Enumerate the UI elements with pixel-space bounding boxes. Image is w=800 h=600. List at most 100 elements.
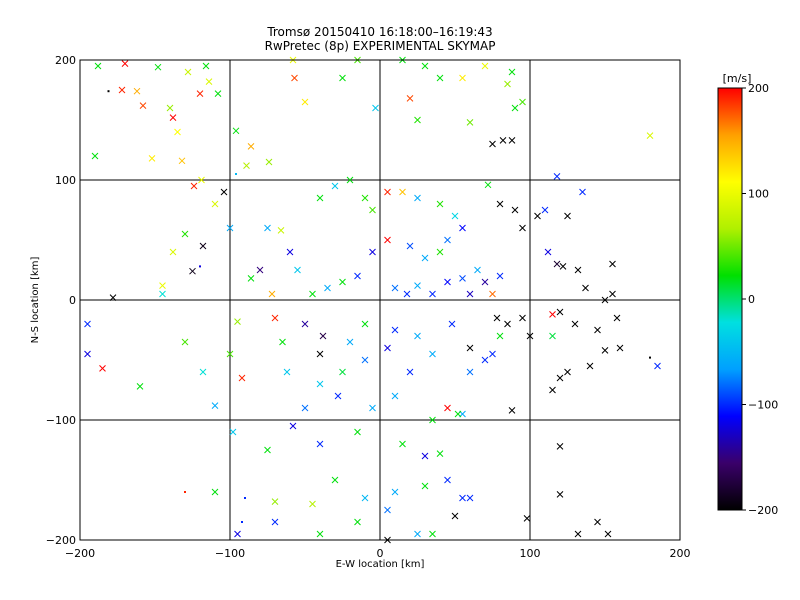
data-point-cross: [166, 104, 174, 112]
data-point-cross: [459, 494, 466, 502]
colorbar-gradient: [717, 87, 743, 511]
data-point-cross: [601, 347, 609, 354]
data-point-cross: [148, 155, 156, 162]
data-point-cross: [283, 368, 291, 376]
data-point-cross: [534, 212, 541, 220]
colorbar-label: [m/s]: [723, 72, 752, 85]
data-point-cross: [174, 128, 181, 136]
data-point-cross: [265, 158, 273, 166]
data-point-cross: [391, 284, 399, 292]
data-point-cross: [334, 392, 342, 400]
data-point-cross: [489, 140, 496, 148]
data-point-cross: [414, 194, 421, 202]
data-point-dot: [235, 173, 237, 175]
data-point-cross: [481, 62, 489, 70]
data-point-cross: [444, 236, 451, 244]
data-point-cross: [211, 488, 219, 496]
data-point-cross: [604, 530, 612, 538]
data-point-cross: [316, 194, 324, 202]
colorbar-tick-label: −200: [748, 504, 778, 517]
data-point-cross: [309, 500, 316, 508]
data-point-dot: [241, 521, 243, 523]
data-point-cross: [391, 392, 399, 400]
data-point-cross: [436, 450, 444, 457]
data-point-cross: [616, 344, 624, 352]
data-point-cross: [184, 68, 192, 76]
data-point-cross: [369, 206, 376, 214]
data-point-cross: [199, 368, 207, 376]
data-point-dot: [184, 491, 186, 493]
data-point-cross: [406, 242, 414, 250]
data-point-cross: [361, 194, 369, 202]
data-point-cross: [226, 350, 234, 358]
data-point-cross: [301, 98, 309, 106]
data-point-cross: [466, 494, 474, 502]
x-axis-label: E-W location [km]: [336, 559, 425, 570]
data-point-cross: [279, 338, 286, 346]
data-point-cross: [339, 278, 346, 286]
data-point-cross: [459, 74, 466, 82]
data-point-cross: [553, 260, 561, 268]
data-point-cross: [133, 87, 141, 95]
data-point-cross: [316, 380, 324, 388]
data-point-cross: [238, 374, 246, 382]
data-point-cross: [294, 266, 301, 274]
data-point-cross: [519, 314, 526, 322]
data-point-cross: [451, 212, 459, 220]
data-point-cross: [247, 143, 255, 150]
data-point-cross: [94, 62, 102, 70]
chart-subtitle: RwPretec (8p) EXPERIMENTAL SKYMAP: [264, 39, 496, 53]
data-point-cross: [414, 282, 421, 289]
data-point-cross: [481, 356, 489, 364]
data-point-cross: [286, 248, 294, 256]
data-point-cross: [84, 350, 91, 358]
data-point-cross: [406, 368, 414, 376]
data-point-cross: [519, 98, 526, 106]
y-axis-label: N-S location [km]: [30, 257, 41, 344]
data-point-cross: [234, 530, 241, 538]
data-point-cross: [324, 284, 331, 292]
data-point-cross: [511, 104, 519, 112]
data-point-cross: [421, 62, 429, 70]
data-point-cross: [564, 368, 571, 376]
data-point-cross: [205, 78, 213, 85]
y-tick-label: 100: [55, 174, 76, 187]
data-point-cross: [136, 383, 144, 390]
data-point-cross: [574, 530, 582, 538]
data-point-cross: [301, 404, 309, 412]
data-point-cross: [214, 90, 222, 97]
data-point-cross: [189, 267, 196, 275]
data-point-cross: [91, 152, 99, 160]
data-point-cross: [399, 188, 406, 196]
data-point-cross: [220, 188, 228, 196]
data-point-cross: [181, 230, 189, 238]
data-point-cross: [190, 182, 198, 190]
data-point-cross: [454, 410, 462, 418]
data-point-cross: [271, 314, 279, 322]
data-point-cross: [391, 488, 399, 496]
data-point-cross: [354, 428, 361, 436]
data-point-cross: [646, 132, 654, 139]
data-point-cross: [384, 236, 391, 244]
y-tick-label: 0: [69, 294, 76, 307]
colorbar-tick-label: −100: [748, 399, 778, 412]
data-point-cross: [139, 102, 147, 109]
data-point-cross: [421, 254, 429, 262]
data-point-cross: [466, 344, 474, 352]
data-point-cross: [414, 116, 421, 124]
axis-ticks: −200 −100 0 100 200 −200 −100 0 100 200: [46, 54, 691, 560]
x-tick-label: 100: [520, 547, 541, 560]
colorbar-tick-label: 100: [748, 188, 769, 201]
data-point-cross: [316, 440, 324, 448]
colorbar-ticks: 200 100 0 −100 −200: [742, 82, 778, 517]
data-point-cross: [121, 60, 129, 67]
data-point-cross: [496, 332, 504, 340]
data-point-cross: [331, 182, 339, 190]
data-point-cross: [564, 212, 571, 220]
data-point-cross: [429, 416, 436, 424]
data-point-cross: [301, 320, 309, 328]
x-tick-label: 0: [377, 547, 384, 560]
data-point-cross: [504, 80, 511, 88]
data-point-cross: [346, 338, 354, 346]
data-point-cross: [436, 248, 444, 256]
